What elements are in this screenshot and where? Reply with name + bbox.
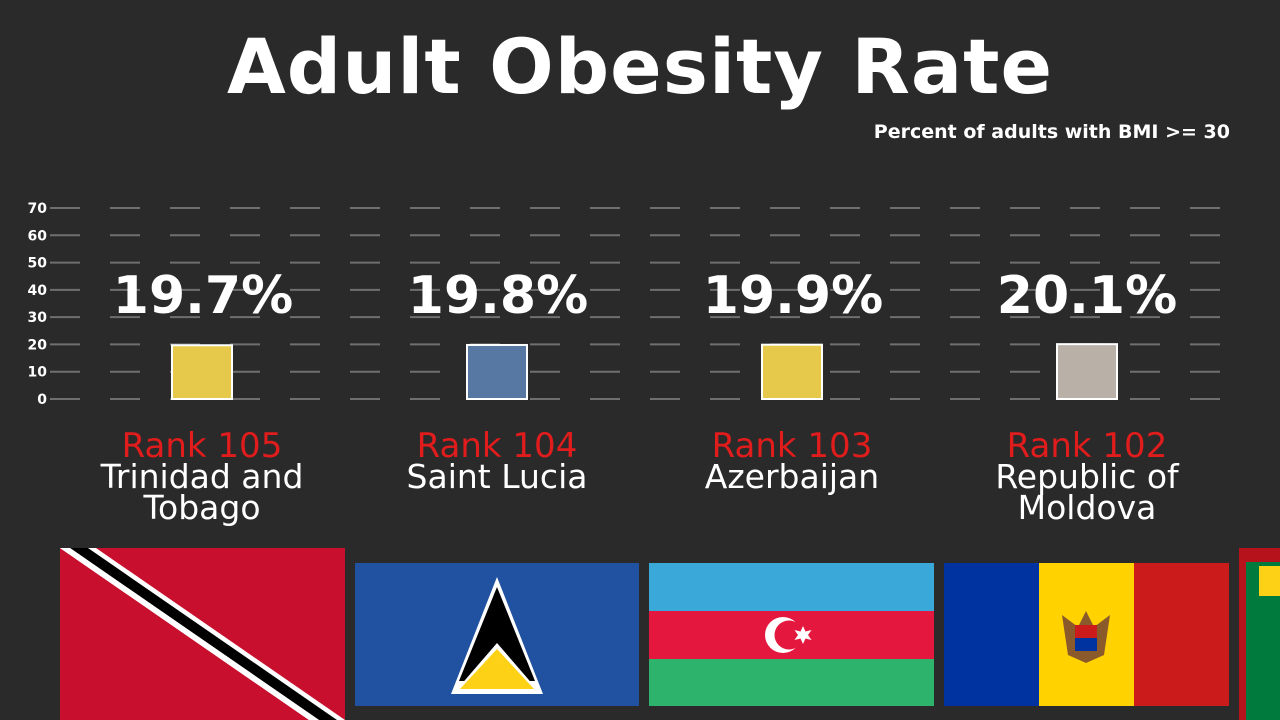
saint-lucia-flag <box>355 563 639 706</box>
rank-label-2: Rank 104 <box>416 426 578 466</box>
azerbaijan-flag <box>649 563 934 706</box>
country-name-2: Saint Lucia <box>406 457 588 496</box>
moldova-flag <box>944 563 1229 706</box>
bar-2 <box>466 343 528 400</box>
y-tick-label: 20 <box>28 337 48 353</box>
y-tick-label: 60 <box>28 228 48 244</box>
value-label-2: 19.8% <box>407 266 589 326</box>
bar-3 <box>761 343 823 400</box>
page-title: Adult Obesity Rate <box>226 22 1054 111</box>
y-tick-label: 70 <box>28 201 48 217</box>
bars <box>171 343 1118 400</box>
bar-1 <box>171 344 233 400</box>
next-flag-partial <box>1239 548 1280 720</box>
value-label-1: 19.7% <box>112 266 294 326</box>
y-tick-label: 40 <box>28 283 48 299</box>
y-tick-label: 10 <box>28 365 48 381</box>
rank-label-1: Rank 105 <box>121 426 283 466</box>
country-name-3: Azerbaijan <box>704 457 880 496</box>
y-tick-label: 50 <box>28 256 48 272</box>
trinidad-and-tobago-flag <box>60 548 345 720</box>
country-name-4: Republic of Moldova <box>995 457 1179 527</box>
y-tick-label: 0 <box>37 392 47 408</box>
rank-label-3: Rank 103 <box>711 426 873 466</box>
y-tick-label: 30 <box>28 310 48 326</box>
y-axis-ticks: 0 10 20 30 40 50 60 70 <box>28 201 48 408</box>
value-label-3: 19.9% <box>702 266 884 326</box>
value-label-4: 20.1% <box>996 266 1178 326</box>
country-name-1: Trinidad and Tobago <box>100 457 304 527</box>
chart-subtitle: Percent of adults with BMI >= 30 <box>873 121 1230 143</box>
bar-4 <box>1056 343 1118 400</box>
rank-label-4: Rank 102 <box>1006 426 1168 466</box>
